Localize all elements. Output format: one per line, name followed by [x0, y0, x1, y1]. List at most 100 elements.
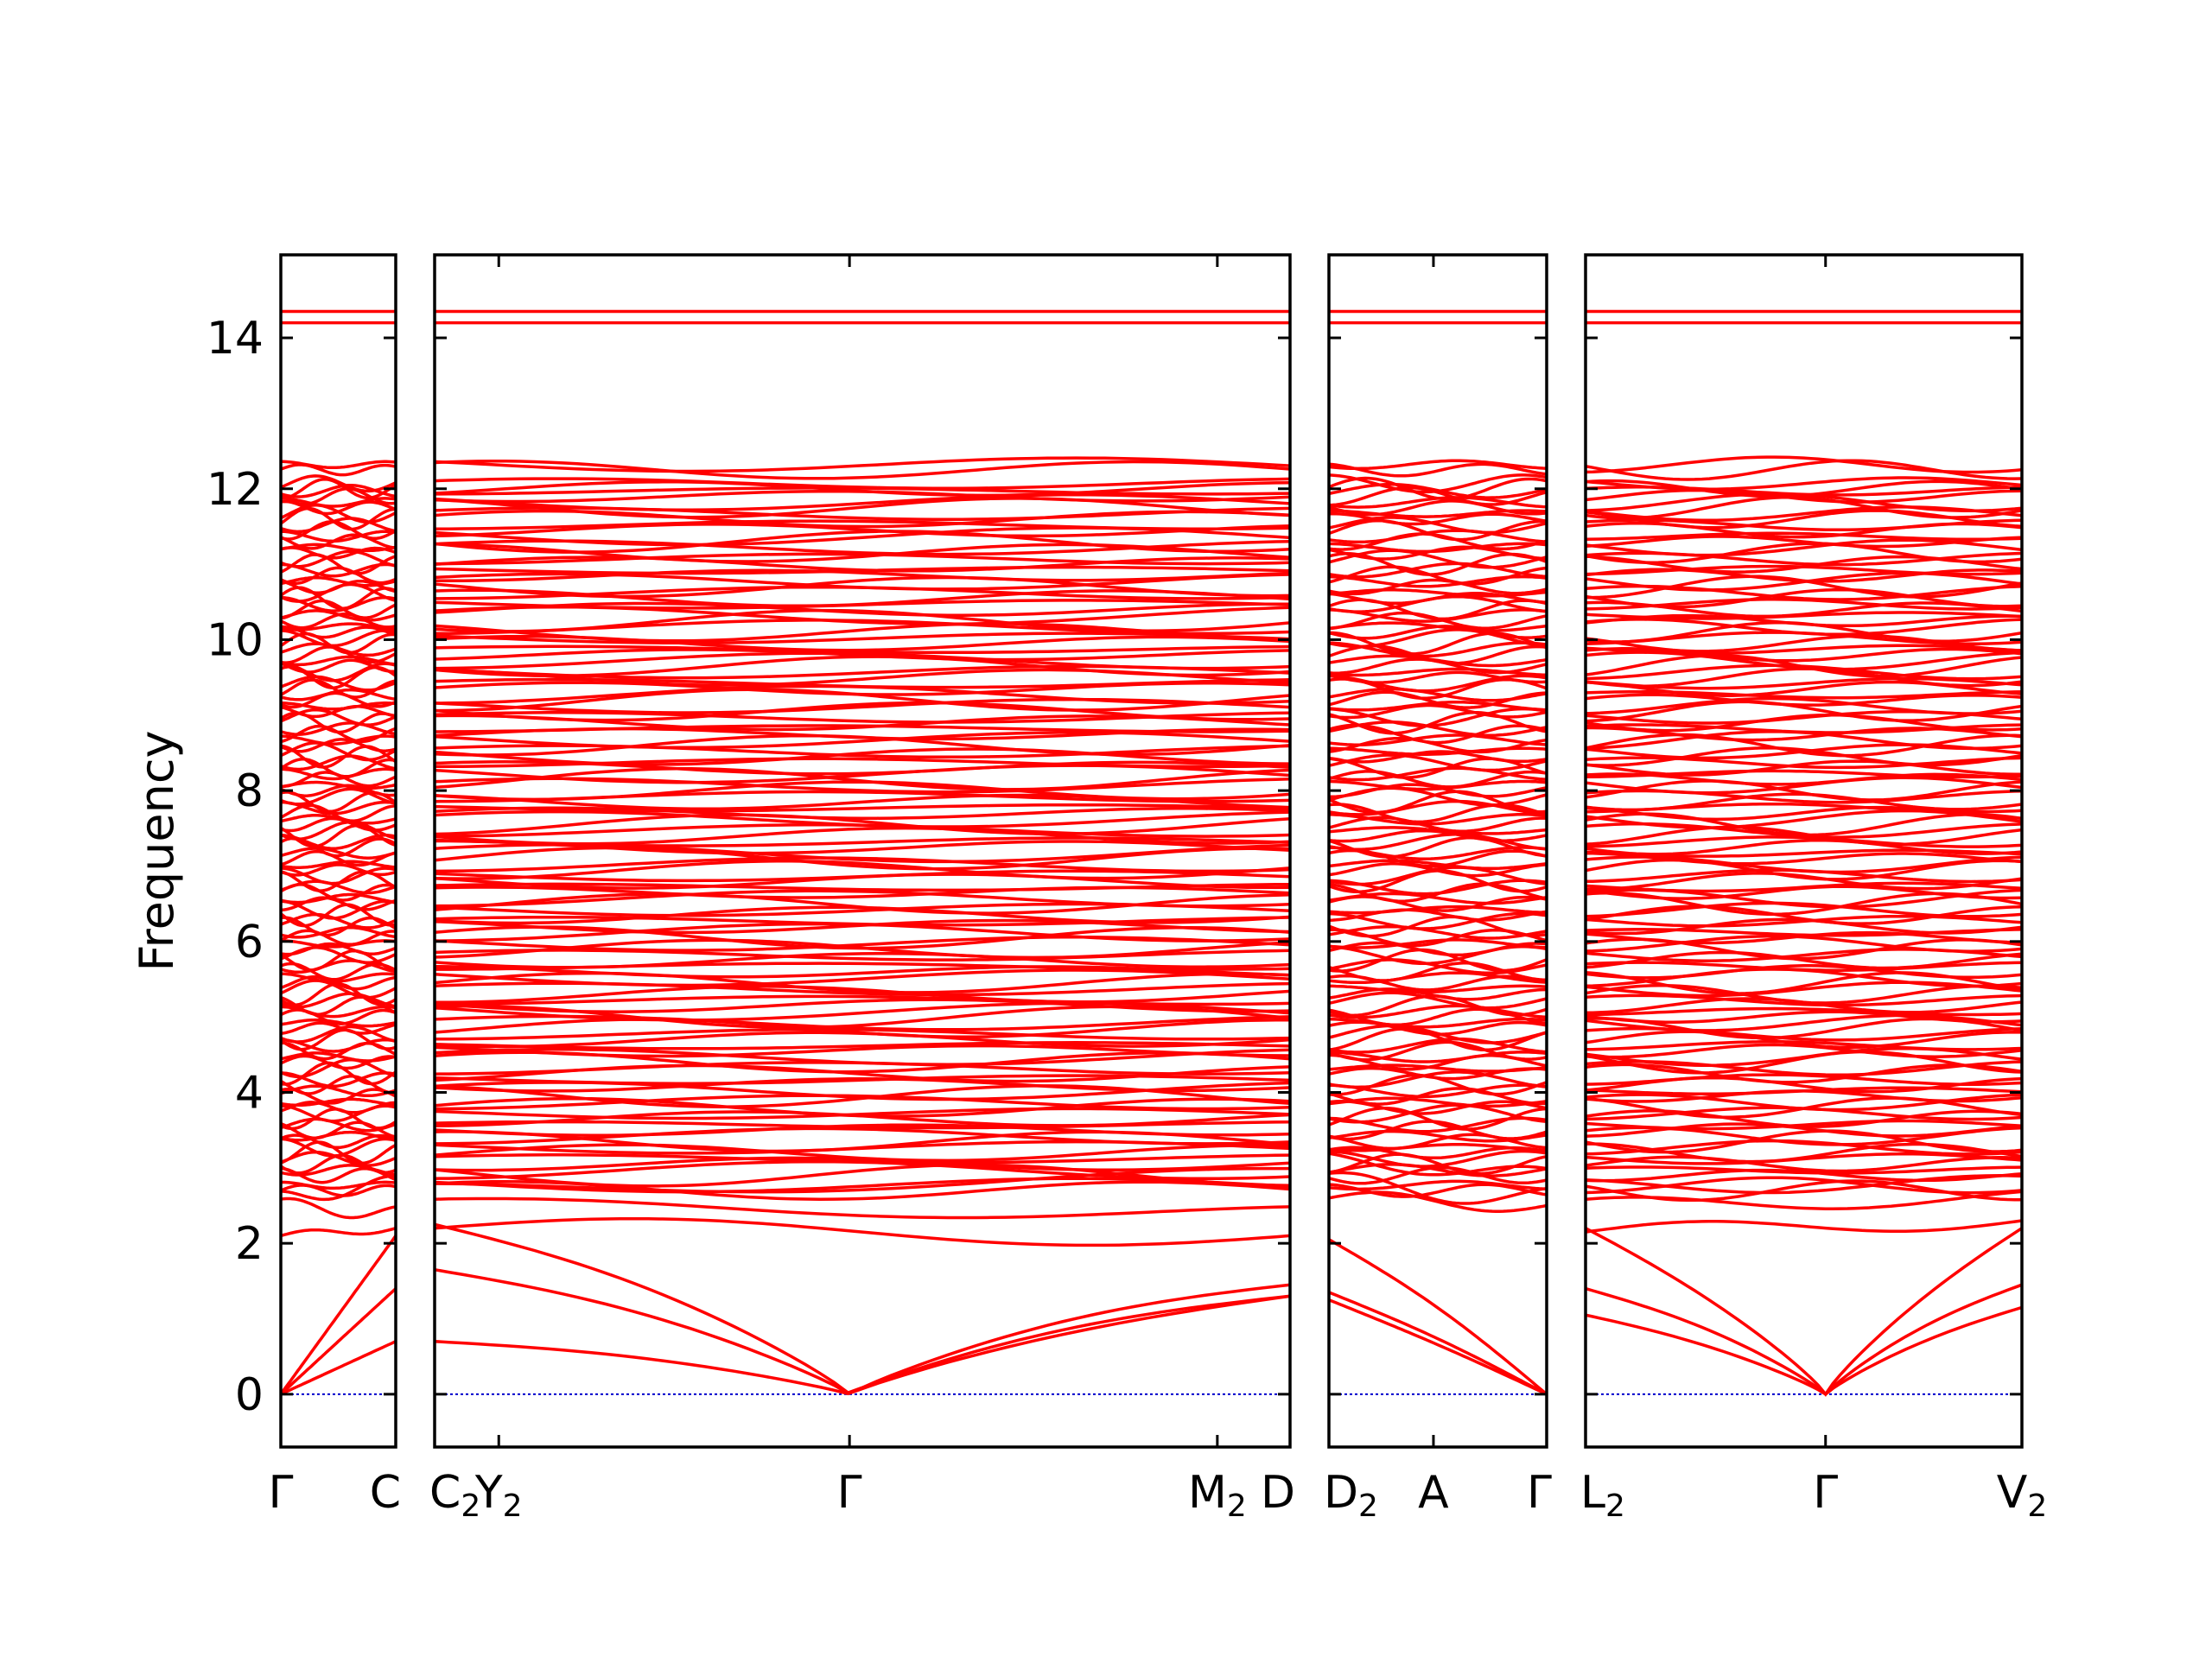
phonon-band-line [435, 935, 1290, 952]
phonon-band-line [1586, 1139, 2022, 1156]
panel-frame [1584, 253, 2024, 1449]
x-tick-label: Γ [1527, 1467, 1552, 1519]
x-tick-label-base: D [1261, 1467, 1295, 1519]
phonon-band-line [435, 998, 1290, 1013]
phonon-band-line [1586, 881, 2022, 893]
phonon-band-line [281, 487, 396, 506]
phonon-band-line [435, 826, 1290, 846]
phonon-band-line [1329, 608, 1547, 623]
x-tick-label-subscript: 2 [1358, 1488, 1378, 1524]
phonon-band-line [281, 1084, 396, 1098]
phonon-band-line [281, 609, 396, 622]
y-tick-label: 0 [235, 1369, 264, 1421]
phonon-band-line [1586, 459, 2022, 481]
phonon-band-line [281, 847, 396, 860]
phonon-band-line [1586, 587, 2022, 609]
phonon-band-line [1586, 1006, 2022, 1017]
phonon-band-line [435, 519, 1290, 530]
phonon-band-line [435, 701, 1290, 722]
acoustic-branch [1329, 1238, 1547, 1396]
phonon-band-line [281, 1021, 396, 1035]
phonon-band-line [435, 1143, 1290, 1163]
phonon-band-line [281, 1140, 396, 1165]
phonon-band-line [435, 568, 1290, 583]
phonon-band-line [1586, 726, 2022, 742]
acoustic-branch [1586, 1305, 2022, 1397]
phonon-band-line [281, 546, 396, 560]
phonon-band-line [281, 929, 396, 947]
phonon-band-line [281, 1108, 396, 1131]
phonon-band-line [1329, 588, 1547, 598]
phonon-band-line [1329, 859, 1547, 871]
phonon-band-line [1329, 958, 1547, 975]
phonon-band-line [1329, 948, 1547, 973]
phonon-band-line [1586, 901, 2022, 918]
x-tick-label-base: L [1580, 1467, 1605, 1519]
phonon-band-line [1586, 542, 2022, 564]
x-tick-label: L2 [1580, 1467, 1625, 1524]
x-tick-label-subscript: 2 [503, 1488, 523, 1524]
phonon-band-line [281, 1058, 396, 1079]
phonon-band-line [435, 951, 1290, 969]
phonon-band-line [1329, 984, 1547, 994]
phonon-band-line [281, 849, 396, 867]
phonon-band-line [435, 806, 1290, 820]
phonon-band-line [435, 1156, 1290, 1172]
phonon-band-line [1329, 991, 1547, 1010]
phonon-band-line [281, 520, 396, 541]
phonon-band-line [1329, 1165, 1547, 1185]
phonon-band-line [435, 1177, 1290, 1194]
phonon-band-line [1586, 904, 2022, 925]
phonon-band-line [281, 533, 396, 550]
phonon-band-line [1329, 565, 1547, 586]
y-tick-label: 4 [235, 1067, 264, 1119]
phonon-band-line [435, 555, 1290, 573]
phonon-band-line [435, 994, 1290, 1006]
phonon-band-line [435, 767, 1290, 791]
phonon-band-line [435, 648, 1290, 662]
band-lines [281, 309, 396, 1396]
phonon-band-line [1329, 941, 1547, 957]
phonon-band-line [1329, 908, 1547, 923]
phonon-band-line [1329, 799, 1547, 816]
low-optical-band [1329, 1171, 1547, 1205]
phonon-band-line [281, 754, 396, 771]
phonon-band-line [1329, 904, 1547, 915]
phonon-band-line [435, 985, 1290, 1004]
phonon-band-line [1329, 1004, 1547, 1019]
phonon-band-line [435, 681, 1290, 696]
phonon-band-line [1329, 1027, 1547, 1052]
panel-frame [433, 253, 1292, 1449]
acoustic-branch [1329, 1298, 1547, 1396]
x-tick-label-base: Γ [1813, 1467, 1838, 1519]
phonon-band-line [435, 456, 1290, 473]
phonon-band-line [281, 1180, 396, 1190]
phonon-band-line [1329, 459, 1547, 471]
phonon-band-line [281, 1130, 396, 1142]
low-optical-band [1329, 1190, 1547, 1213]
phonon-band-line [1329, 621, 1547, 632]
phonon-band-line [281, 1117, 396, 1133]
band-lines [1586, 309, 2022, 1397]
phonon-band-line [281, 1097, 396, 1108]
phonon-band-line [435, 1041, 1290, 1050]
phonon-band-line [1329, 476, 1547, 501]
x-tick-label: C2 [429, 1467, 480, 1524]
phonon-band-line [281, 632, 396, 655]
phonon-band-line [1329, 835, 1547, 859]
x-tick-label-base: C [429, 1467, 461, 1519]
phonon-band-line [1329, 670, 1547, 684]
phonon-band-line [1329, 833, 1547, 852]
phonon-band-line [435, 915, 1290, 927]
phonon-band-line [435, 860, 1290, 880]
phonon-band-line [1586, 961, 2022, 972]
phonon-band-line [435, 1027, 1290, 1041]
y-axis-label: Frequency [130, 731, 184, 972]
phonon-band-line [435, 757, 1290, 769]
x-tick-label: D [1261, 1467, 1295, 1519]
acoustic-branch [435, 1294, 1290, 1396]
phonon-band-line [1586, 776, 2022, 795]
phonon-band-line [1586, 689, 2022, 700]
x-tick-label-subscript: 2 [1227, 1488, 1247, 1524]
phonon-band-line [1329, 779, 1547, 791]
